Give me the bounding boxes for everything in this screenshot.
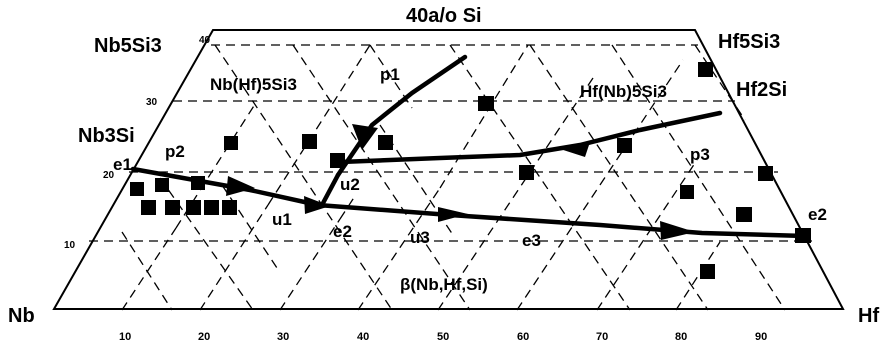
- data-square: [795, 228, 811, 243]
- si-tick-20: 20: [103, 170, 115, 181]
- data-square: [222, 200, 237, 215]
- hf-tick-20: 20: [198, 331, 210, 343]
- data-square: [736, 207, 752, 222]
- corner-label-hf: Hf: [858, 305, 879, 327]
- diagram-frame: [52, 29, 845, 310]
- data-square: [155, 178, 169, 192]
- point-label-u2: u2: [340, 175, 360, 194]
- data-square: [698, 62, 713, 77]
- data-square: [330, 153, 345, 168]
- si-tick-30: 30: [146, 97, 158, 108]
- hf-tick-70: 70: [596, 331, 608, 343]
- curve-e1-u1-e2: [130, 166, 321, 208]
- data-square: [141, 200, 156, 215]
- corner-label-hf2si: Hf2Si: [736, 79, 787, 101]
- data-square: [478, 96, 494, 111]
- point-label-p3: p3: [690, 145, 710, 164]
- arrowhead-4: [660, 221, 695, 240]
- arrowhead-3: [438, 207, 468, 222]
- point-label-u3: u3: [410, 228, 430, 247]
- curve-p1-u2: [335, 54, 468, 178]
- hf-tick-30: 30: [277, 331, 289, 343]
- point-label-e2-mid: e2: [333, 222, 352, 241]
- point-label-u1: u1: [272, 210, 292, 229]
- data-square: [617, 138, 632, 153]
- point-label-p2: p2: [165, 142, 185, 161]
- corner-label-nb5si3: Nb5Si3: [94, 35, 162, 57]
- point-label-p1: p1: [380, 65, 400, 84]
- corner-label-nb: Nb: [8, 305, 35, 327]
- si-tick-40: 40: [199, 35, 211, 46]
- arrowhead-1: [226, 176, 255, 196]
- data-square: [519, 165, 534, 180]
- curve-hf2si-u2: [337, 110, 723, 165]
- data-square: [186, 200, 201, 215]
- curve-u2-e2: [319, 172, 341, 208]
- alloy-points: [130, 62, 811, 279]
- hf-tick-60: 60: [517, 331, 529, 343]
- data-square: [680, 185, 694, 199]
- phase-label-beta: β(Nb,Hf,Si): [400, 275, 488, 294]
- hf-tick-90: 90: [755, 331, 767, 343]
- curve-e2-u3-e3-e2: [315, 202, 808, 239]
- phase-label-hf-nb-5si3: Hf(Nb)5Si3: [580, 82, 667, 101]
- phase-label-nb-hf-5si3: Nb(Hf)5Si3: [210, 75, 297, 94]
- liquidus-curves: [130, 54, 808, 239]
- data-square: [130, 182, 144, 196]
- arrowhead-2: [304, 196, 330, 214]
- grid-horizontal: [89, 44, 812, 242]
- data-square: [224, 136, 238, 150]
- corner-label-nb3si: Nb3Si: [78, 125, 135, 147]
- hf-tick-80: 80: [675, 331, 687, 343]
- diagram-title: 40a/o Si: [406, 5, 482, 27]
- data-square: [302, 134, 317, 149]
- grid-diagonal: [121, 44, 786, 311]
- data-square: [191, 176, 205, 190]
- hf-tick-10: 10: [119, 331, 131, 343]
- point-label-e1: e1: [113, 155, 132, 174]
- hf-tick-40: 40: [357, 331, 369, 343]
- point-label-e3: e3: [522, 231, 541, 250]
- data-square: [700, 264, 715, 279]
- data-square: [758, 166, 773, 181]
- data-square: [204, 200, 219, 215]
- corner-label-hf5si3: Hf5Si3: [718, 31, 780, 53]
- data-square: [378, 135, 393, 150]
- si-tick-10: 10: [64, 240, 76, 251]
- arrowhead-5: [352, 124, 378, 150]
- hf-tick-50: 50: [437, 331, 449, 343]
- arrowhead-6: [557, 142, 590, 157]
- data-square: [165, 200, 180, 215]
- arrowheads: [226, 124, 695, 240]
- point-label-e2-right: e2: [808, 205, 827, 224]
